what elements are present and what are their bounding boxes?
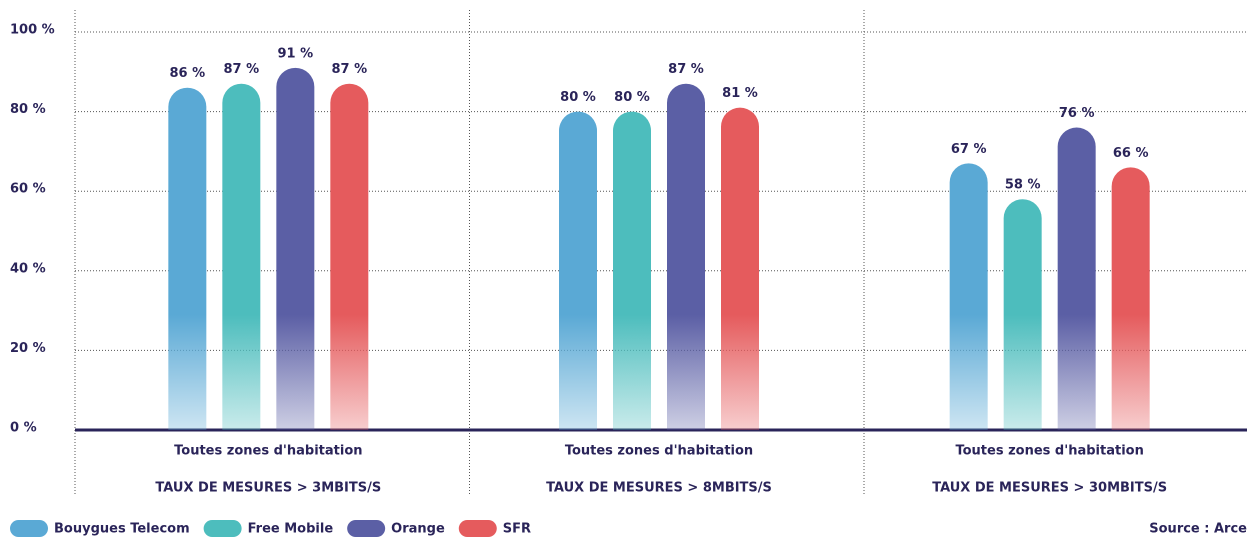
value-label: 91 % xyxy=(278,46,314,61)
bar xyxy=(949,163,988,430)
value-label: 80 % xyxy=(614,90,650,105)
value-label: 87 % xyxy=(224,62,260,77)
category-subtitle: TAUX DE MESURES > 8MBITS/S xyxy=(546,481,772,496)
value-label: 67 % xyxy=(951,142,987,157)
y-tick-label: 0 % xyxy=(10,421,37,436)
bar xyxy=(1111,167,1150,430)
x-tick-label: Toutes zones d'habitation xyxy=(565,444,753,459)
y-tick-label: 80 % xyxy=(10,102,46,117)
value-label: 87 % xyxy=(668,62,704,77)
legend-swatch xyxy=(203,520,242,537)
bar xyxy=(721,107,759,431)
x-tick-label: Toutes zones d'habitation xyxy=(174,444,362,459)
value-label: 58 % xyxy=(1005,178,1041,193)
legend-swatch xyxy=(10,520,48,537)
legend-label: Bouygues Telecom xyxy=(54,522,190,537)
value-label: 66 % xyxy=(1113,146,1149,161)
value-label: 81 % xyxy=(722,86,758,101)
value-label: 76 % xyxy=(1059,106,1095,121)
legend-swatch xyxy=(458,520,497,537)
bar xyxy=(1057,127,1096,430)
value-label: 86 % xyxy=(170,66,206,81)
y-tick-label: 40 % xyxy=(10,261,46,276)
bar xyxy=(1003,199,1042,430)
category-subtitle: TAUX DE MESURES > 30MBITS/S xyxy=(932,481,1167,496)
bar xyxy=(559,111,597,430)
bar xyxy=(667,83,705,431)
value-label: 87 % xyxy=(332,62,368,77)
source: Source : Arce xyxy=(1149,522,1247,537)
legend-label: Orange xyxy=(391,522,445,537)
legend-swatch xyxy=(347,520,386,537)
y-tick-label: 100 % xyxy=(10,23,55,38)
y-tick-label: 60 % xyxy=(10,182,46,197)
legend-label: Free Mobile xyxy=(248,522,334,537)
y-tick-label: 20 % xyxy=(10,341,46,356)
bar xyxy=(330,83,369,431)
legend-label: SFR xyxy=(503,522,531,537)
bar xyxy=(613,111,651,430)
category-subtitle: TAUX DE MESURES > 3MBITS/S xyxy=(155,481,381,496)
bar xyxy=(168,87,207,430)
x-tick-label: Toutes zones d'habitation xyxy=(955,444,1143,459)
value-label: 80 % xyxy=(560,90,596,105)
bar xyxy=(222,83,261,430)
bar xyxy=(276,67,315,430)
